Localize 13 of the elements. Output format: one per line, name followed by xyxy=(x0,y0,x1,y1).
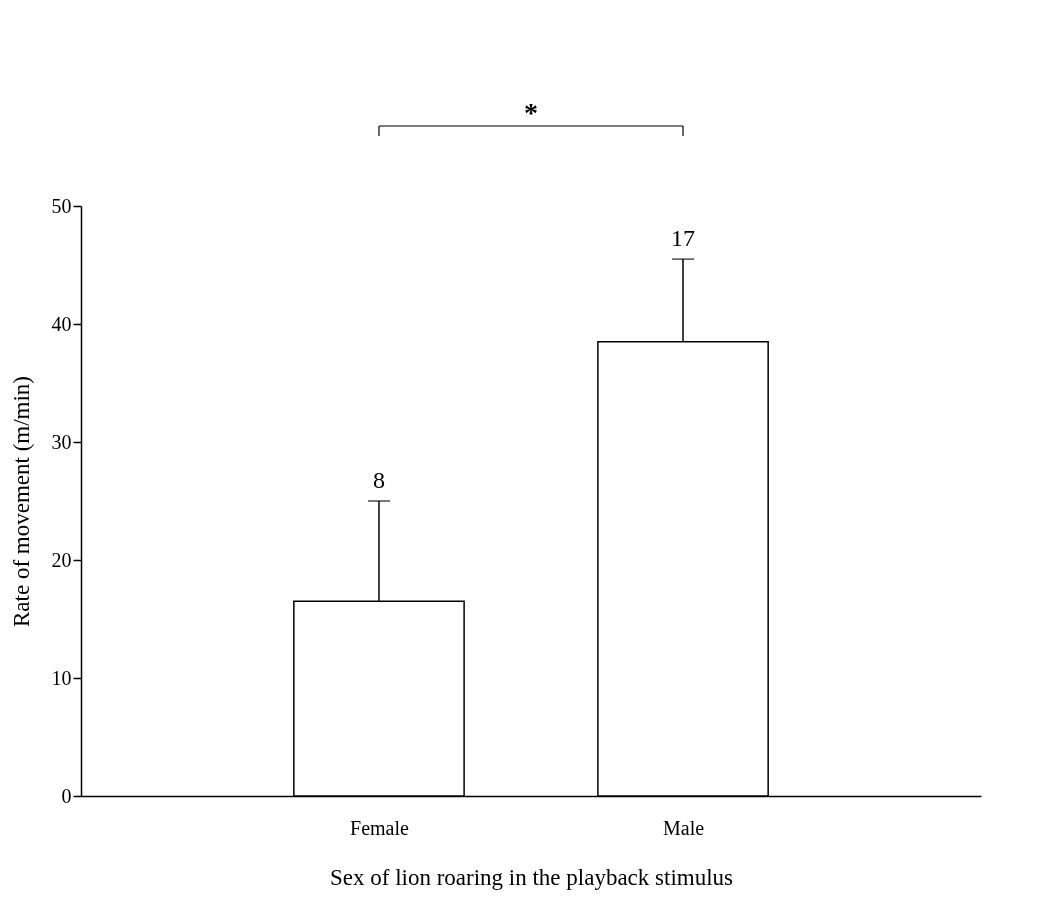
y-tick-label: 0 xyxy=(61,784,72,807)
y-tick-label: 10 xyxy=(51,666,72,689)
text: * xyxy=(524,97,538,128)
y-tick-label: 40 xyxy=(51,312,72,335)
y-tick-label: 30 xyxy=(51,430,72,453)
x-tick-label: Female xyxy=(350,816,410,839)
y-tick-label: 20 xyxy=(51,548,72,571)
y-tick-label: 50 xyxy=(51,194,72,217)
x-axis-title: Sex of lion roaring in the playback stimulus xyxy=(329,864,734,890)
y-axis-title: Rate of movement (m/min) xyxy=(8,375,34,628)
annotation: 17 xyxy=(671,225,696,252)
annotation: 8 xyxy=(372,467,385,493)
x-tick-label: Male xyxy=(662,816,705,839)
